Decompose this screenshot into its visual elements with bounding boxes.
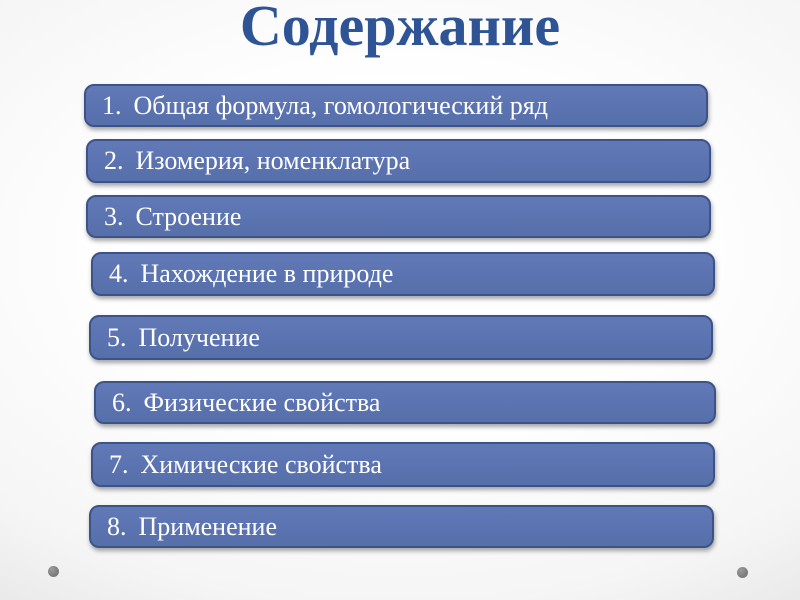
slide-title: Содержание — [239, 0, 561, 58]
toc-item-number: 4. — [109, 259, 129, 288]
toc-item-number: 8. — [107, 511, 127, 541]
toc-item-8[interactable]: 8. Применение — [89, 505, 714, 548]
toc-item-number: 6. — [112, 387, 132, 417]
toc-item-number: 3. — [104, 201, 124, 231]
toc-item-label: Физические свойства — [143, 387, 381, 417]
toc-item-label: Общая формула, гомологический ряд — [133, 90, 548, 120]
toc-item-label: Нахождение в природе — [140, 259, 394, 288]
toc-item-3[interactable]: 3. Строение — [86, 195, 711, 238]
decorative-dot-right-icon — [737, 567, 748, 578]
toc-item-number: 2. — [104, 146, 124, 175]
toc-item-1[interactable]: 1. Общая формула, гомологический ряд — [84, 84, 708, 127]
toc-item-6[interactable]: 6. Физические свойства — [94, 381, 716, 424]
toc-item-2[interactable]: 2. Изомерия, номенклатура — [86, 139, 711, 183]
toc-item-number: 1. — [102, 90, 122, 120]
decorative-dot-left-icon — [48, 566, 59, 577]
toc-item-number: 7. — [109, 449, 129, 479]
toc-item-label: Получение — [138, 322, 260, 352]
toc-item-label: Применение — [138, 511, 278, 541]
toc-item-4[interactable]: 4. Нахождение в природе — [91, 252, 715, 296]
toc-item-label: Изомерия, номенклатура — [135, 146, 411, 175]
toc-item-5[interactable]: 5. Получение — [89, 315, 713, 360]
toc-item-7[interactable]: 7. Химические свойства — [91, 442, 715, 487]
toc-item-number: 5. — [107, 322, 127, 352]
toc-item-label: Строение — [135, 201, 242, 231]
toc-item-label: Химические свойства — [140, 449, 382, 479]
